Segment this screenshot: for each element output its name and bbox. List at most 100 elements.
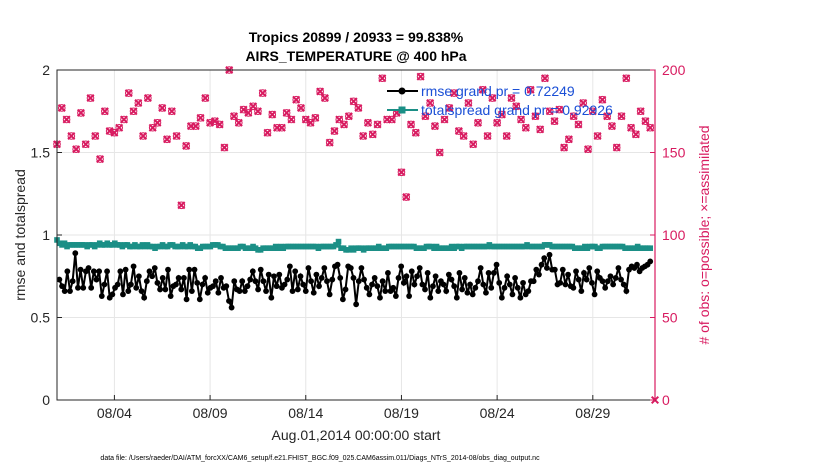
obs-assimilated-marker <box>641 117 650 126</box>
obs-possible-marker <box>172 132 181 140</box>
rmse-point <box>342 286 349 293</box>
rmse-point <box>583 276 590 283</box>
rmse-point <box>252 278 259 285</box>
obs-assimilated-marker <box>378 74 387 83</box>
rmse-point <box>326 291 333 298</box>
rmse-point <box>586 265 593 271</box>
obs-assimilated-marker <box>421 112 430 121</box>
rmse-point <box>289 288 296 294</box>
obs-possible-marker <box>426 99 434 107</box>
rmse-point <box>165 266 171 273</box>
obs-possible-marker <box>359 132 367 140</box>
rmse-point <box>541 255 548 261</box>
rmse-point <box>120 291 126 298</box>
rmse-point <box>223 283 230 290</box>
rmse-point <box>525 288 532 294</box>
rmse-point <box>464 289 471 296</box>
obs-possible-marker <box>541 74 549 83</box>
rmse-point <box>157 286 163 293</box>
rmse-point <box>146 268 153 275</box>
rmse-point <box>324 278 330 285</box>
obs-possible-marker <box>632 130 640 139</box>
rmse-point <box>308 278 314 285</box>
obs-possible-marker <box>589 107 597 116</box>
rmse-point <box>403 273 410 280</box>
rmse-point <box>390 284 397 291</box>
rmse-point <box>239 278 246 285</box>
rmse-point <box>459 286 466 293</box>
rmse-point <box>371 275 378 281</box>
obs-assimilated-marker <box>435 148 444 157</box>
rmse-point <box>395 275 402 281</box>
obs-assimilated-marker <box>521 123 530 132</box>
obs-assimilated-marker <box>115 123 124 132</box>
obs-assimilated-marker <box>478 85 487 94</box>
obs-possible-marker <box>124 89 133 97</box>
rmse-point <box>281 281 288 288</box>
rmse-point <box>173 281 179 288</box>
obs-assimilated-marker <box>258 89 267 98</box>
rmse-point <box>456 270 463 276</box>
obs-assimilated-marker <box>62 115 71 124</box>
obs-assimilated-marker <box>631 130 640 139</box>
rmse-point <box>186 266 193 273</box>
rmse-point <box>109 291 116 298</box>
obs-assimilated-marker <box>196 113 205 122</box>
rmse-point <box>477 265 484 271</box>
rmse-point <box>194 279 201 286</box>
rmse-point <box>135 273 142 280</box>
obs-assimilated-marker <box>502 131 511 141</box>
obs-possible-marker <box>148 123 157 132</box>
obs-assimilated-marker <box>617 112 626 121</box>
obs-possible-marker <box>191 122 200 130</box>
rmse-point <box>453 294 460 301</box>
obs-assimilated-marker <box>430 122 439 131</box>
obs-possible-marker <box>612 143 621 152</box>
rmse-point <box>69 278 76 285</box>
rmse-point <box>244 283 251 290</box>
obs-possible-marker <box>86 94 95 102</box>
obs-assimilated-marker <box>507 94 516 103</box>
obs-possible-marker <box>139 132 147 140</box>
obs-possible-marker <box>72 145 80 153</box>
obs-assimilated-marker <box>119 115 128 124</box>
legend-spread-marker <box>398 106 406 114</box>
obs-assimilated-marker <box>450 89 459 98</box>
y-tick-label-left: 0 <box>42 392 50 408</box>
obs-possible-marker <box>603 112 611 120</box>
rmse-point <box>435 288 442 294</box>
rmse-point <box>67 288 73 294</box>
obs-assimilated-marker <box>469 140 478 149</box>
rmse-point <box>504 273 511 280</box>
rmse-point <box>623 288 630 294</box>
obs-possible-marker <box>531 112 540 120</box>
rmse-point <box>416 265 423 271</box>
obs-possible-marker <box>397 168 406 177</box>
rmse-point <box>634 261 640 268</box>
x-tick-label: 08/29 <box>575 405 610 421</box>
obs-possible-marker <box>416 72 425 81</box>
x-tick-label: 08/24 <box>480 405 515 421</box>
rmse-point <box>408 268 415 275</box>
rmse-point <box>80 284 87 291</box>
y-tick-label-left: 2 <box>42 62 50 78</box>
obs-possible-marker <box>215 120 224 129</box>
obs-assimilated-marker <box>191 122 200 131</box>
rmse-point <box>199 281 206 288</box>
rmse-point <box>122 266 129 273</box>
x-tick-label: 08/04 <box>97 405 132 421</box>
obs-assimilated-marker <box>545 107 554 116</box>
rmse-point <box>602 284 609 291</box>
rmse-point <box>329 276 336 283</box>
obs-assimilated-marker <box>411 128 420 137</box>
legend-spread-label: totalspread grand pr = 0.92926 <box>421 102 613 118</box>
obs-assimilated-marker <box>244 108 253 117</box>
obs-assimilated-marker <box>292 95 301 104</box>
obs-assimilated-marker <box>483 131 492 141</box>
totalspread-point <box>61 240 68 247</box>
obs-assimilated-marker <box>373 120 382 129</box>
obs-assimilated-marker <box>607 122 616 131</box>
obs-possible-marker <box>545 107 554 116</box>
obs-possible-marker <box>431 122 439 130</box>
obs-assimilated-marker <box>473 118 482 127</box>
